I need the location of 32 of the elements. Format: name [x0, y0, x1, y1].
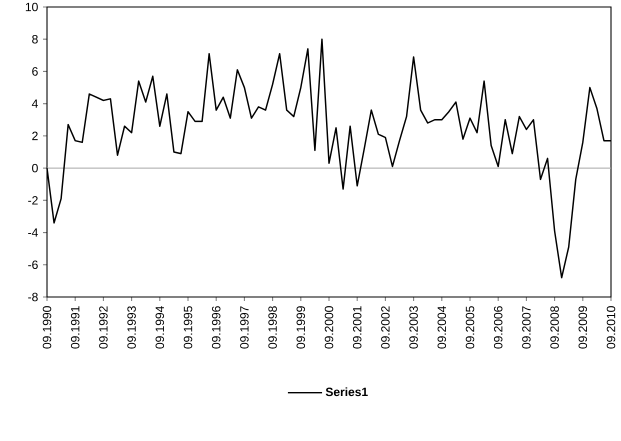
y-tick-label: 10 — [26, 2, 38, 12]
legend-label: Series1 — [326, 387, 368, 396]
x-tick-label: 09.2004 — [438, 306, 446, 349]
y-tick-label: 8 — [32, 34, 38, 44]
x-tick-label: 09.1992 — [99, 306, 108, 349]
y-tick-label: 0 — [32, 164, 38, 172]
y-tick-label: 2 — [32, 132, 38, 140]
x-tick-label: 09.1998 — [268, 306, 277, 349]
x-tick-label: 09.1996 — [212, 306, 220, 349]
x-tick-label: 09.1997 — [240, 306, 249, 349]
y-tick-label: 4 — [32, 100, 38, 108]
x-tick-label: 09.1991 — [70, 306, 80, 349]
x-tick-label: 09.2008 — [550, 306, 559, 349]
y-tick-label: -4 — [28, 228, 38, 237]
y-tick-label: -8 — [28, 292, 38, 302]
x-tick-label: 09.2010 — [606, 306, 616, 349]
x-tick-label: 09.1993 — [127, 306, 136, 349]
x-tick-label: 09.1990 — [42, 306, 52, 349]
x-tick-label: 09.2006 — [494, 306, 502, 349]
x-tick-label: 09.2009 — [578, 306, 588, 349]
x-tick-label: 09.2003 — [409, 306, 418, 349]
x-tick-label: 09.1999 — [296, 306, 306, 349]
x-tick-label: 09.2002 — [381, 306, 390, 349]
x-tick-label: 09.2000 — [324, 306, 334, 349]
y-tick-label: 6 — [32, 67, 38, 76]
x-tick-label: 09.2005 — [466, 306, 474, 349]
x-tick-label: 09.2001 — [352, 306, 362, 349]
x-tick-label: 09.1994 — [156, 306, 164, 349]
y-tick-label: -6 — [28, 260, 38, 270]
y-tick-label: -2 — [28, 196, 38, 205]
x-tick-label: 09.2007 — [522, 306, 531, 349]
x-tick-label: 09.1995 — [184, 306, 192, 349]
